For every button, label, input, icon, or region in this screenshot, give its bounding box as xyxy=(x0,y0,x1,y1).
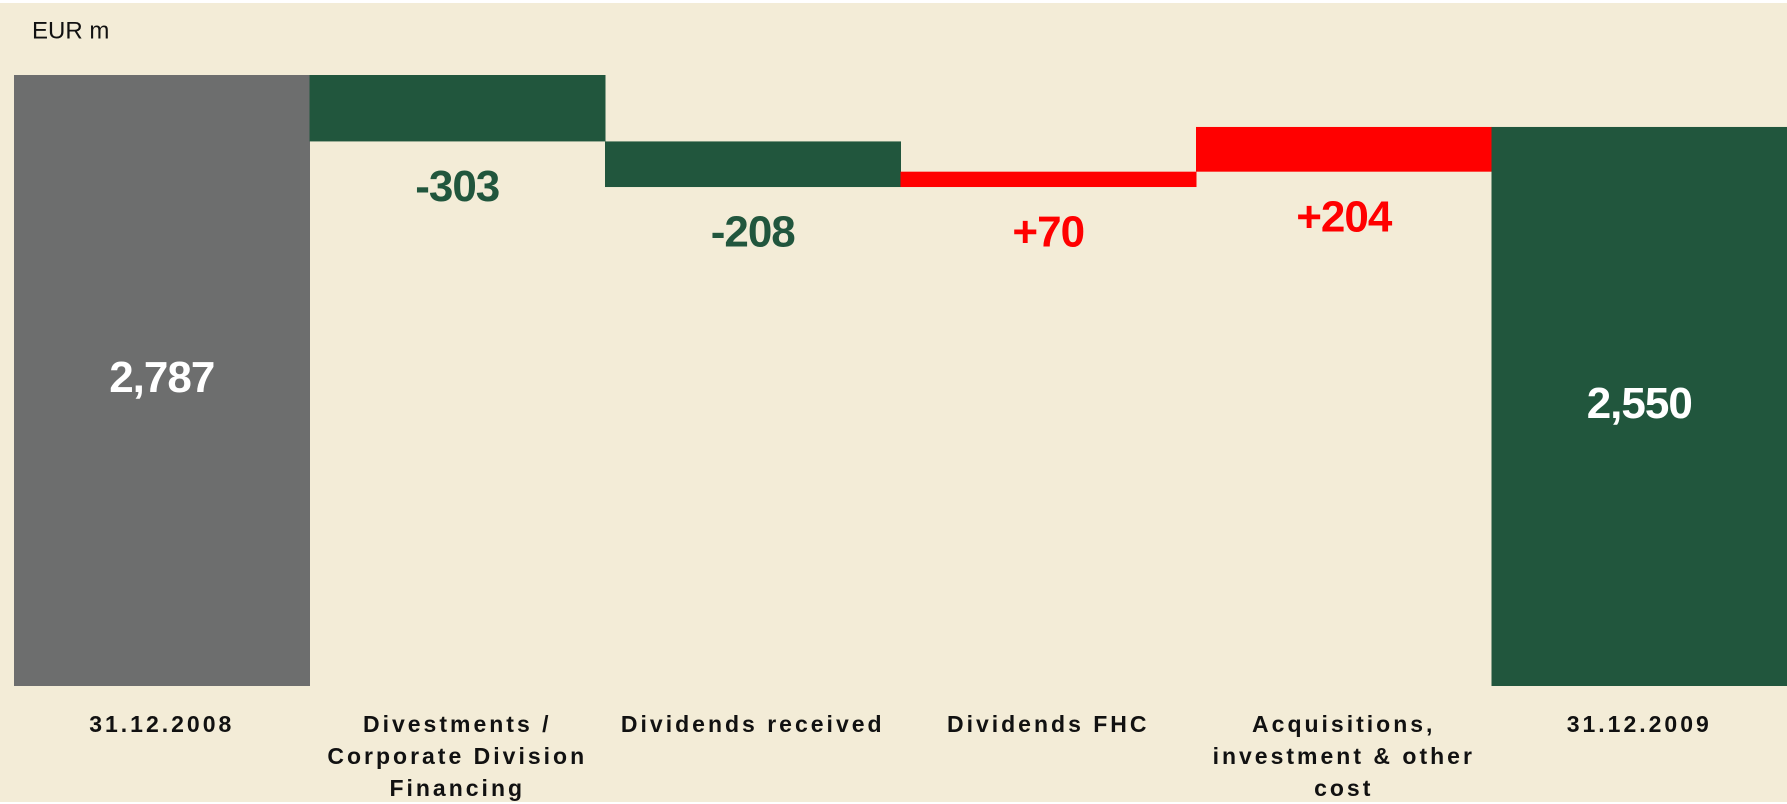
value-label: -303 xyxy=(415,162,499,211)
bar xyxy=(310,75,606,141)
x-tick-label: 31.12.2008 xyxy=(26,708,298,740)
unit-label: EUR m xyxy=(32,17,109,44)
bar xyxy=(605,141,901,187)
bar xyxy=(901,172,1197,187)
x-tick-label: Dividends received xyxy=(617,708,889,740)
value-label: -208 xyxy=(711,208,796,257)
value-label: +204 xyxy=(1296,192,1393,241)
x-tick-label: Acquisitions, investment & other cost xyxy=(1208,708,1480,804)
value-label: 2,550 xyxy=(1587,379,1692,428)
value-label: 2,787 xyxy=(109,353,214,402)
x-tick-label: Divestments / Corporate Division Financi… xyxy=(322,708,594,804)
x-tick-label: 31.12.2009 xyxy=(1504,708,1776,740)
x-tick-label: Dividends FHC xyxy=(913,708,1185,740)
value-label: +70 xyxy=(1012,208,1084,257)
bar xyxy=(1196,127,1492,172)
